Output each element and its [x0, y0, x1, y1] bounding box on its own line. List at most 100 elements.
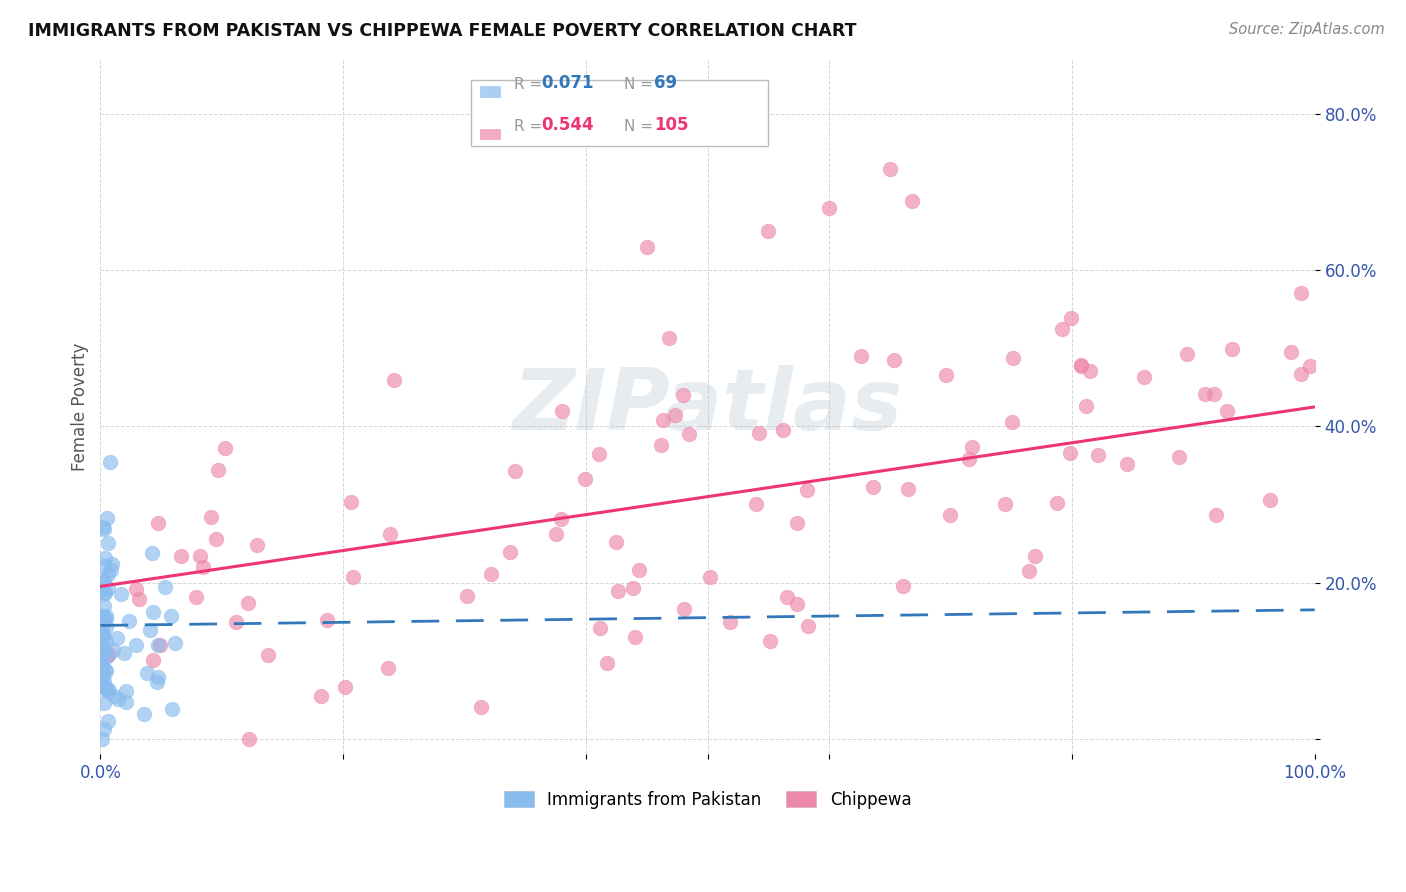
- Legend: Immigrants from Pakistan, Chippewa: Immigrants from Pakistan, Chippewa: [498, 784, 918, 815]
- Point: [994, 497, 1017, 511]
- Point: [377, 661, 399, 675]
- Point: [238, 731, 260, 746]
- Point: [1205, 508, 1227, 522]
- Point: [339, 495, 361, 509]
- Point: [897, 482, 920, 496]
- Point: [664, 408, 686, 422]
- Point: [193, 559, 215, 574]
- Point: [205, 532, 228, 546]
- Text: 105: 105: [654, 116, 689, 134]
- Point: [862, 480, 884, 494]
- Point: [160, 701, 183, 715]
- Point: [93, 613, 115, 627]
- Point: [90, 641, 112, 656]
- Point: [1220, 343, 1243, 357]
- Point: [107, 692, 129, 706]
- Point: [621, 581, 644, 595]
- Point: [96, 649, 118, 664]
- Point: [550, 512, 572, 526]
- Point: [98, 454, 121, 468]
- Point: [316, 613, 339, 627]
- Point: [818, 201, 841, 215]
- Point: [90, 646, 112, 660]
- FancyBboxPatch shape: [481, 87, 501, 97]
- Point: [1202, 387, 1225, 401]
- Point: [93, 574, 115, 588]
- Point: [115, 695, 138, 709]
- Point: [96, 664, 118, 678]
- Point: [1299, 359, 1322, 373]
- Point: [596, 656, 619, 670]
- Point: [606, 583, 628, 598]
- Point: [498, 545, 520, 559]
- Point: [748, 426, 770, 441]
- Point: [139, 623, 162, 637]
- Point: [1087, 448, 1109, 462]
- Text: 0.544: 0.544: [541, 116, 593, 134]
- Text: ZIPatlas: ZIPatlas: [512, 366, 903, 449]
- Point: [1133, 369, 1156, 384]
- Point: [97, 684, 120, 698]
- Point: [93, 673, 115, 688]
- Point: [142, 653, 165, 667]
- Point: [957, 451, 980, 466]
- Point: [797, 619, 820, 633]
- Text: 69: 69: [654, 73, 678, 92]
- Point: [333, 680, 356, 694]
- Point: [97, 567, 120, 582]
- Text: 0.071: 0.071: [541, 73, 593, 92]
- Point: [1070, 359, 1092, 374]
- Point: [759, 633, 782, 648]
- Point: [97, 714, 120, 729]
- Point: [142, 605, 165, 619]
- Point: [90, 622, 112, 636]
- Point: [1216, 403, 1239, 417]
- Point: [1059, 311, 1081, 326]
- Point: [1291, 285, 1313, 300]
- Point: [125, 582, 148, 596]
- Point: [101, 557, 124, 571]
- Point: [901, 194, 924, 208]
- Point: [93, 599, 115, 614]
- Point: [1175, 347, 1198, 361]
- Point: [776, 590, 799, 604]
- Point: [378, 527, 401, 541]
- Point: [93, 574, 115, 589]
- Point: [97, 535, 120, 549]
- Point: [652, 413, 675, 427]
- Point: [456, 589, 478, 603]
- Point: [309, 689, 332, 703]
- Point: [97, 581, 120, 595]
- Point: [744, 497, 766, 511]
- Point: [128, 591, 150, 606]
- Point: [225, 615, 247, 630]
- Y-axis label: Female Poverty: Female Poverty: [72, 343, 89, 471]
- Point: [186, 590, 208, 604]
- Point: [91, 608, 114, 623]
- Point: [1258, 493, 1281, 508]
- Point: [207, 463, 229, 477]
- Text: R =: R =: [515, 119, 547, 134]
- Point: [574, 472, 596, 486]
- Point: [1116, 458, 1139, 472]
- Point: [624, 631, 647, 645]
- Point: [94, 550, 117, 565]
- Point: [650, 438, 672, 452]
- Point: [505, 464, 527, 478]
- Point: [479, 567, 502, 582]
- Point: [627, 562, 650, 576]
- Point: [1078, 364, 1101, 378]
- Point: [1052, 322, 1074, 336]
- Point: [93, 586, 115, 600]
- Point: [146, 516, 169, 530]
- Point: [90, 648, 112, 662]
- Point: [939, 508, 962, 522]
- Point: [91, 628, 114, 642]
- Point: [103, 689, 125, 703]
- Point: [93, 663, 115, 677]
- Point: [200, 509, 222, 524]
- Point: [91, 627, 114, 641]
- Point: [796, 483, 818, 497]
- Point: [699, 570, 721, 584]
- Point: [551, 404, 574, 418]
